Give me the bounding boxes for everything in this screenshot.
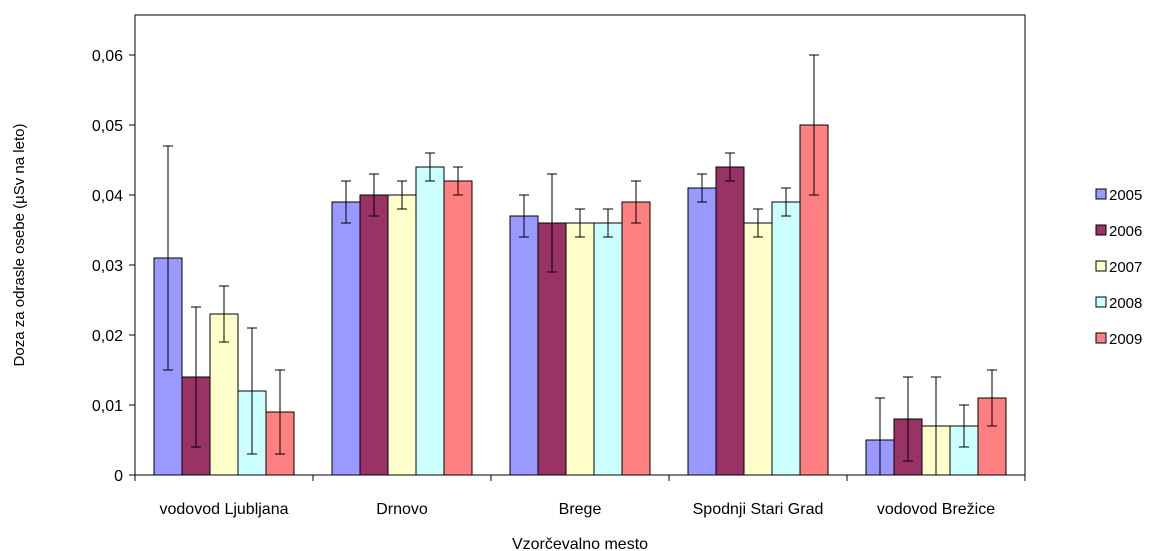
legend-label-2008: 2008: [1109, 295, 1142, 312]
bar-2006-2: [359, 194, 389, 476]
bar-2007-4: [743, 222, 773, 476]
y-tick-label: 0,05: [92, 118, 123, 135]
legend: 2005 2006 2007 2008 2009: [1095, 187, 1142, 348]
bar-2009-3: [621, 201, 651, 476]
y-tick-label: 0,01: [92, 398, 123, 415]
x-tick-label: vodovod Ljubljana: [160, 501, 289, 518]
legend-swatch-2006: [1095, 224, 1107, 236]
bar-2007-2: [387, 194, 417, 476]
bar-2005-3: [509, 215, 539, 476]
legend-swatch-2008: [1095, 296, 1107, 308]
y-tick-label: 0,03: [92, 258, 123, 275]
bar-2008-3: [593, 222, 623, 476]
legend-swatch-2005: [1095, 188, 1107, 200]
legend-label-2006: 2006: [1109, 223, 1142, 240]
x-tick-label: Brege: [559, 501, 602, 518]
legend-label-2005: 2005: [1109, 187, 1142, 204]
legend-swatch-2007: [1095, 260, 1107, 272]
y-axis-label: Doza za odrasle osebe (µSv na leto): [11, 124, 28, 367]
legend-label-2009: 2009: [1109, 331, 1142, 348]
x-tick-label: Spodnji Stari Grad: [693, 501, 824, 518]
x-axis-label: Vzorčevalno mesto: [512, 536, 648, 551]
y-tick-label: 0: [114, 468, 123, 485]
bar-2006-4: [715, 166, 745, 476]
bar-2008-4: [771, 201, 801, 476]
x-tick-label: Drnovo: [376, 501, 428, 518]
bar-2005-4: [687, 187, 717, 476]
y-tick-label: 0,06: [92, 48, 123, 65]
bar-2009-2: [443, 180, 473, 476]
y-tick-label: 0,04: [92, 188, 123, 205]
legend-swatch-2009: [1095, 332, 1107, 344]
axes-layer: 0 0,01 0,02 0,03 0,04 0,05 0,06 vodovod Ljublja…: [92, 48, 1026, 518]
bar-2006-3: [537, 222, 567, 476]
x-tick-label: vodovod Brežice: [877, 501, 995, 518]
bar-2005-2: [331, 201, 361, 476]
error-bars-layer: [163, 54, 997, 476]
bar-2008-2: [415, 166, 445, 476]
legend-label-2007: 2007: [1109, 259, 1142, 276]
bar-2007-3: [565, 222, 595, 476]
y-tick-label: 0,02: [92, 328, 123, 345]
